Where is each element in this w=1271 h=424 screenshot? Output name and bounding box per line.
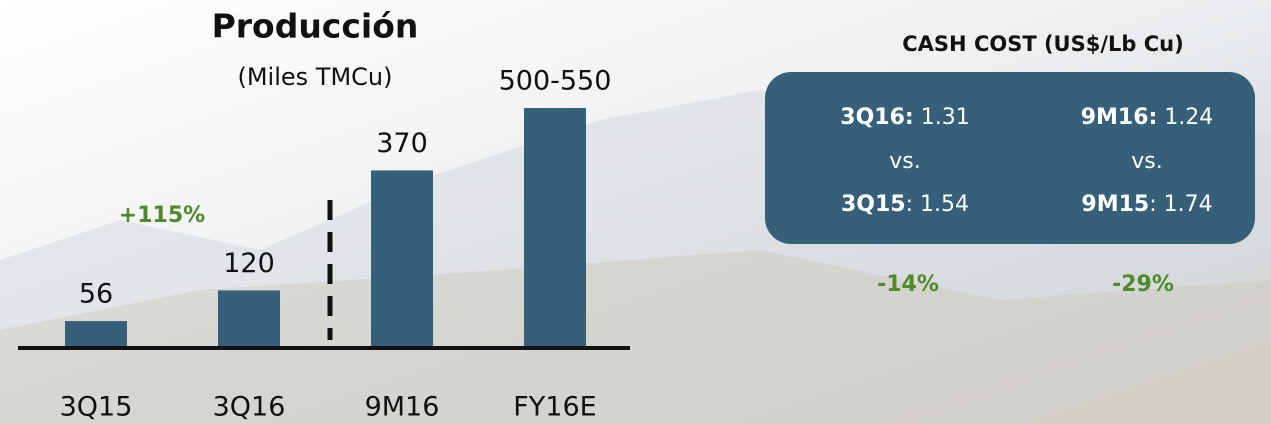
current: 3Q16: 1.31	[840, 105, 969, 130]
cash-cost-box	[765, 72, 1255, 244]
value: 1.24	[1164, 105, 1213, 130]
x-tick-label: FY16E	[513, 392, 596, 423]
value: : 1.74	[1149, 192, 1212, 217]
label: 3Q16:	[840, 105, 913, 130]
value-label: 120	[223, 248, 275, 279]
value-label: 370	[376, 128, 428, 159]
x-tick-label: 3Q15	[60, 392, 133, 423]
vs: vs.	[1131, 149, 1162, 174]
chart-title: Producción	[212, 7, 419, 46]
bar	[524, 108, 586, 348]
change: -14%	[877, 272, 939, 297]
annotation: +115%	[119, 203, 205, 228]
value: 1.31	[921, 105, 970, 130]
x-tick-label: 9M16	[365, 392, 440, 423]
prior: 3Q15: 1.54	[841, 192, 969, 217]
prior: 9M15: 1.74	[1081, 192, 1212, 217]
cash-cost-title: CASH COST (US$/Lb Cu)	[902, 32, 1183, 56]
cash-cost-columns: 3Q16: 1.31 vs. 3Q15: 1.54 -14% 9M16: 1.2…	[840, 105, 1213, 297]
mountain	[0, 250, 1271, 424]
label: 9M16:	[1081, 105, 1158, 130]
bar-chart: 56 3Q15 120 3Q16 370 9M16 500-550 FY16E	[60, 66, 612, 423]
value-label: 500-550	[499, 66, 612, 97]
chart-subtitle: (Miles TMCu)	[237, 63, 392, 91]
value: : 1.54	[906, 192, 969, 217]
bar	[218, 290, 280, 348]
x-tick-label: 3Q16	[213, 392, 286, 423]
label: 3Q15	[841, 192, 906, 217]
label: 9M15	[1081, 192, 1149, 217]
value-label: 56	[79, 279, 113, 310]
vs: vs.	[889, 149, 920, 174]
bar	[371, 170, 433, 348]
change: -29%	[1112, 272, 1174, 297]
bar	[65, 321, 127, 348]
current: 9M16: 1.24	[1081, 105, 1214, 130]
